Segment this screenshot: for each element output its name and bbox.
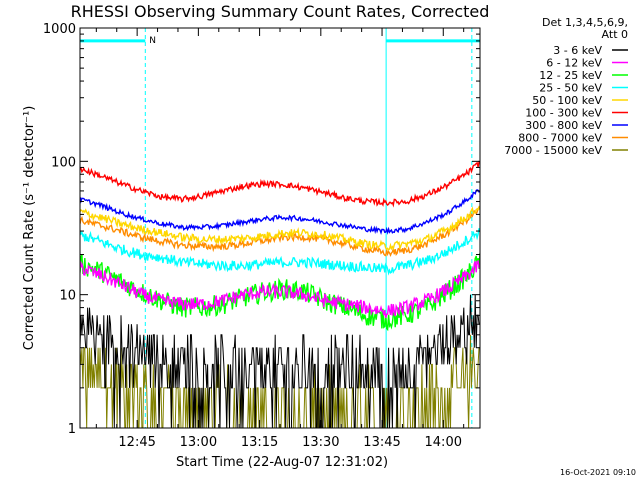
y-axis-label: Corrected Count Rate (s⁻¹ detector⁻¹)	[22, 106, 37, 351]
chart-title: RHESSI Observing Summary Count Rates, Co…	[71, 2, 490, 21]
x-tick-label-2: 13:00	[180, 435, 217, 450]
timestamp: 16-Oct-2021 09:10	[560, 468, 636, 477]
series-line-4	[80, 228, 480, 276]
x-axis-label: Start Time (22-Aug-07 12:31:02)	[176, 455, 388, 470]
y-tick-label-3: 100	[51, 155, 76, 170]
legend-label-2: 6 - 12 keV	[546, 57, 602, 70]
legend-header-line-2: Att 0	[602, 28, 628, 41]
x-axis: 12:45 13:00 13:15 13:30 13:45 14:00	[95, 28, 465, 450]
series-line-6	[80, 160, 480, 208]
legend-label-8: 800 - 7000 keV	[518, 132, 602, 145]
x-tick-label-1: 12:45	[118, 435, 155, 450]
legend-label-6: 100 - 300 keV	[525, 107, 602, 120]
series-line-7	[80, 189, 480, 235]
attenuator-label: N	[149, 36, 156, 46]
x-tick-label-6: 14:00	[425, 435, 462, 450]
series-line-5	[80, 205, 480, 252]
legend-label-9: 7000 - 15000 keV	[504, 144, 602, 157]
x-tick-label-5: 13:45	[363, 435, 400, 450]
x-tick-label-3: 13:15	[241, 435, 278, 450]
legend-label-5: 50 - 100 keV	[532, 94, 602, 107]
legend-label-1: 3 - 6 keV	[553, 44, 602, 57]
y-tick-label-2: 10	[59, 289, 76, 304]
legend-label-3: 12 - 25 keV	[539, 69, 602, 82]
y-axis: 1 10 100 1000	[43, 22, 480, 437]
legend-label-7: 300 - 800 keV	[525, 119, 602, 132]
y-tick-label-4: 1000	[43, 22, 76, 37]
y-tick-label-1: 1	[68, 422, 76, 437]
series-line-8	[80, 205, 480, 257]
legend-header-line-1: Det 1,3,4,5,6,9,	[542, 16, 628, 29]
legend-label-4: 25 - 50 keV	[539, 82, 602, 95]
series-line-2	[80, 260, 480, 319]
x-tick-label-4: 13:30	[302, 435, 339, 450]
series-line-1	[80, 294, 480, 428]
plot-area	[80, 28, 480, 428]
